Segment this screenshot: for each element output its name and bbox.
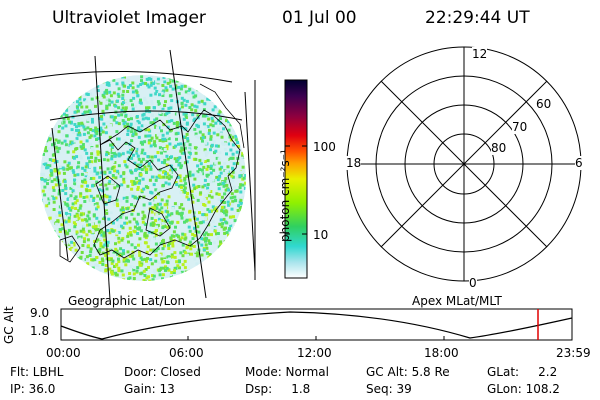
timeline-xtick-0600: 06:00 (169, 346, 204, 360)
timeline-xtick-0000: 00:00 (46, 346, 81, 360)
coastline-outline (59, 83, 245, 263)
mlat-label-60: 60 (536, 97, 552, 111)
orbit-altitude-plot (60, 308, 573, 341)
right-panel-caption: Apex MLat/MLT (412, 294, 502, 308)
app-title: Ultraviolet Imager (52, 8, 206, 28)
status-gc-alt: GC Alt: 5.8 Re (366, 365, 450, 379)
timeline-xtick-2359: 23:59 (556, 346, 591, 360)
timeline-ylabel: GC Alt (2, 306, 16, 344)
status-dsp: Dsp: 1.8 (245, 382, 311, 396)
status-glat: GLat: 2.2 (487, 365, 558, 379)
colorbar (284, 79, 308, 279)
status-mode: Mode: Normal (245, 365, 329, 379)
altitude-curve (60, 311, 573, 340)
lat-lon-grid (21, 49, 256, 300)
colorbar-unit-label: photon cm⁻²s⁻¹ (278, 149, 292, 242)
geographic-image (21, 49, 256, 300)
time-label: 22:29:44 UT (425, 8, 530, 28)
mlat-label-80: 80 (491, 141, 507, 155)
left-panel-caption: Geographic Lat/Lon (68, 294, 186, 308)
colorbar-tick-100: 100 (313, 140, 336, 154)
colorbar-gradient (284, 79, 308, 279)
status-door: Door: Closed (124, 365, 201, 379)
polar-plot (346, 46, 582, 282)
date-label: 01 Jul 00 (282, 8, 357, 28)
colorbar-tick-10: 10 (313, 228, 329, 242)
status-glon: GLon: 108.2 (487, 382, 560, 396)
timeline-xtick-1200: 12:00 (297, 346, 332, 360)
status-seq: Seq: 39 (366, 382, 412, 396)
timeline-ytick-9: 9.0 (30, 306, 50, 320)
mlt-label-18: 18 (346, 156, 362, 170)
status-filter: Flt: LBHL (10, 365, 64, 379)
mlt-label-0: 0 (469, 276, 477, 290)
mlt-label-6: 6 (575, 156, 583, 170)
status-ip: IP: 36.0 (10, 382, 56, 396)
mlat-label-70: 70 (512, 120, 528, 134)
timeline-ytick-1-8: 1.8 (30, 324, 50, 338)
status-gain: Gain: 13 (124, 382, 175, 396)
mlt-label-12: 12 (472, 47, 488, 61)
timeline-xtick-1800: 18:00 (424, 346, 459, 360)
